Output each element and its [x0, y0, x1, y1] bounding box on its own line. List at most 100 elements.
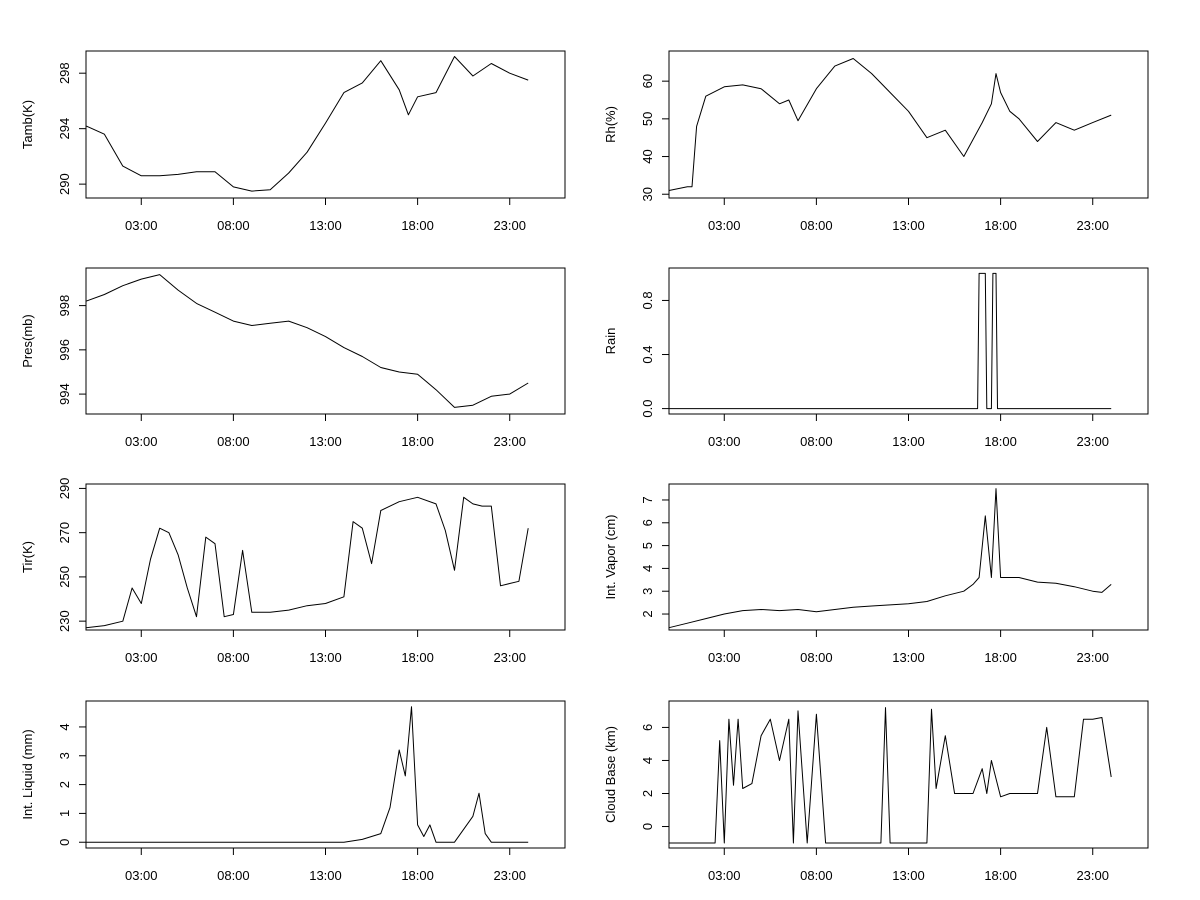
plot-frame-rain: [668, 267, 1149, 415]
y-tick-label: 2: [640, 790, 655, 797]
x-tick-label: 13:00: [892, 434, 925, 449]
series-line-rh: [668, 58, 1112, 191]
y-axis-title: Cloud Base (km): [603, 726, 618, 823]
y-tick-label: 996: [57, 339, 72, 361]
panel-int-vapor-cm: 03:00 08:00 13:00 18:00 23:00 2 3 4 5 6 7 Int. Vapo…: [603, 483, 1149, 665]
y-axis-title: Rh(%): [603, 106, 618, 143]
plot-frame-pres-mb: [85, 267, 566, 415]
y-tick-label: 3: [640, 588, 655, 595]
y-axis-title: Int. Vapor (cm): [603, 514, 618, 599]
y-tick-label: 6: [640, 519, 655, 526]
x-tick-label: 03:00: [125, 650, 158, 665]
y-tick-label: 994: [57, 383, 72, 405]
y-tick-label: 4: [640, 565, 655, 572]
y-axis-title: Int. Liquid (mm): [20, 729, 35, 819]
series-line-tamb-k: [85, 56, 529, 192]
x-tick-label: 23:00: [1076, 434, 1109, 449]
y-tick-label: 0: [640, 823, 655, 830]
x-tick-label: 08:00: [217, 434, 250, 449]
panel-tamb-k: 03:00 08:00 13:00 18:00 23:00 290 294 298 Tamb(K…: [20, 50, 566, 233]
x-tick-label: 08:00: [800, 434, 833, 449]
x-tick-label: 08:00: [217, 868, 250, 883]
x-tick-label: 13:00: [309, 434, 342, 449]
y-tick-label: 294: [57, 118, 72, 140]
x-tick-label: 08:00: [217, 218, 250, 233]
y-tick-label: 2: [57, 781, 72, 788]
y-tick-label: 6: [640, 724, 655, 731]
x-tick-label: 18:00: [984, 434, 1017, 449]
x-tick-label: 03:00: [125, 868, 158, 883]
x-tick-label: 18:00: [984, 650, 1017, 665]
panel-rain: 03:00 08:00 13:00 18:00 23:00 0.0 0.4 0.8 Rain: [603, 267, 1149, 449]
x-tick-label: 13:00: [309, 868, 342, 883]
y-tick-label: 3: [57, 752, 72, 759]
plot-frame-int-liquid-mm: [85, 700, 566, 849]
y-axis-title: Rain: [603, 328, 618, 355]
x-tick-label: 03:00: [125, 218, 158, 233]
panel-int-liquid-mm: 03:00 08:00 13:00 18:00 23:00 0 1 2 3 4 Int. Liqui…: [20, 700, 566, 883]
series-line-int-vapor-cm: [668, 488, 1112, 629]
x-tick-label: 03:00: [708, 434, 741, 449]
x-tick-label: 23:00: [493, 218, 526, 233]
x-tick-label: 23:00: [1076, 868, 1109, 883]
x-tick-label: 13:00: [892, 868, 925, 883]
y-tick-label: 40: [640, 149, 655, 163]
x-tick-label: 18:00: [401, 434, 434, 449]
y-tick-label: 7: [640, 496, 655, 503]
x-tick-label: 23:00: [493, 434, 526, 449]
x-tick-label: 23:00: [1076, 218, 1109, 233]
x-tick-label: 18:00: [401, 218, 434, 233]
y-tick-label: 270: [57, 522, 72, 544]
panel-pres-mb: 03:00 08:00 13:00 18:00 23:00 994 996 998 Pres(m…: [20, 267, 566, 449]
y-tick-label: 250: [57, 566, 72, 588]
series-line-tir-k: [85, 496, 529, 629]
y-tick-label: 4: [57, 723, 72, 730]
x-tick-label: 23:00: [493, 650, 526, 665]
x-tick-label: 18:00: [984, 868, 1017, 883]
y-tick-label: 290: [57, 478, 72, 500]
x-tick-label: 13:00: [309, 650, 342, 665]
y-tick-label: 230: [57, 610, 72, 632]
y-axis-title: Tamb(K): [20, 100, 35, 149]
x-tick-label: 18:00: [401, 868, 434, 883]
series-line-cloud-base-km: [669, 707, 1112, 844]
x-tick-label: 03:00: [708, 868, 741, 883]
y-axis-title: Pres(mb): [20, 314, 35, 367]
series-line-pres-mb: [85, 274, 529, 408]
x-tick-label: 03:00: [708, 650, 741, 665]
y-tick-label: 290: [57, 173, 72, 195]
y-tick-label: 0.4: [640, 345, 655, 363]
y-tick-label: 0.0: [640, 400, 655, 418]
x-tick-label: 23:00: [1076, 650, 1109, 665]
x-tick-label: 18:00: [401, 650, 434, 665]
y-tick-label: 4: [640, 757, 655, 764]
y-tick-label: 50: [640, 112, 655, 126]
plot-frame-int-vapor-cm: [668, 483, 1149, 631]
y-tick-label: 998: [57, 295, 72, 317]
y-tick-label: 2: [640, 610, 655, 617]
series-line-rain: [669, 272, 1112, 410]
x-tick-label: 13:00: [309, 218, 342, 233]
y-tick-label: 30: [640, 187, 655, 201]
x-tick-label: 13:00: [892, 218, 925, 233]
panel-rh: 03:00 08:00 13:00 18:00 23:00 30 40 50 60 Rh(%): [603, 50, 1149, 233]
x-tick-label: 03:00: [125, 434, 158, 449]
x-tick-label: 18:00: [984, 218, 1017, 233]
x-tick-label: 08:00: [800, 218, 833, 233]
x-tick-label: 08:00: [217, 650, 250, 665]
series-line-int-liquid-mm: [86, 706, 529, 843]
y-tick-label: 0.8: [640, 291, 655, 309]
x-tick-label: 23:00: [493, 868, 526, 883]
x-tick-label: 03:00: [708, 218, 741, 233]
x-tick-label: 08:00: [800, 868, 833, 883]
y-tick-label: 0: [57, 839, 72, 846]
plot-frame-cloud-base-km: [668, 700, 1149, 849]
y-tick-label: 5: [640, 542, 655, 549]
panel-tir-k: 03:00 08:00 13:00 18:00 23:00 230 250 270 290 Tir…: [20, 478, 566, 665]
y-tick-label: 1: [57, 810, 72, 817]
y-axis-title: Tir(K): [20, 541, 35, 573]
plot-frame-rh: [668, 50, 1149, 199]
x-tick-label: 13:00: [892, 650, 925, 665]
panel-cloud-base-km: 03:00 08:00 13:00 18:00 23:00 0 2 4 6 Cloud Base …: [603, 700, 1149, 883]
